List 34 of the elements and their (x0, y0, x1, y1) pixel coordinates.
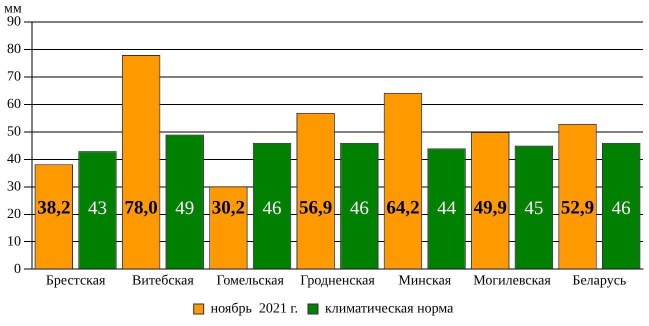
data-label: 78,0 (124, 198, 158, 219)
data-label: 45 (524, 198, 544, 219)
legend-label: климатическая норма (325, 302, 454, 317)
y-tick-label: 10 (7, 234, 21, 250)
y-axis-title: мм (4, 2, 22, 17)
x-tick-label: Могилевская (473, 273, 552, 288)
data-label: 43 (88, 198, 107, 219)
x-tick-label: Беларусь (572, 273, 626, 288)
x-tick-label: Брестская (46, 273, 106, 288)
y-tick-label: 60 (7, 97, 21, 112)
data-label: 46 (612, 198, 631, 219)
y-tick-label: 30 (7, 179, 21, 194)
y-tick-label: 50 (7, 124, 21, 140)
data-label: 30,2 (212, 198, 246, 219)
y-tick-label: 90 (7, 14, 21, 30)
x-tick-label: Гродненская (300, 273, 376, 288)
data-label: 46 (350, 198, 369, 219)
y-tick-label: 40 (7, 152, 21, 168)
data-label: 56,9 (299, 198, 332, 219)
y-tick-label: 80 (7, 42, 21, 58)
legend-label: ноябрь 2021 г. (210, 302, 298, 317)
x-tick-label: Гомельская (216, 273, 285, 288)
data-label: 44 (437, 198, 457, 219)
data-label: 49 (175, 198, 194, 219)
x-tick-label: Витебская (132, 273, 194, 288)
y-tick-label: 20 (7, 206, 21, 222)
y-tick-label: 0 (14, 262, 21, 277)
x-tick-label: Минская (398, 273, 452, 288)
data-label: 46 (262, 198, 282, 219)
data-label: 64,2 (386, 198, 420, 219)
data-label: 38,2 (37, 198, 70, 219)
y-tick-label: 70 (7, 70, 21, 85)
data-label: 52,9 (560, 198, 594, 219)
data-label: 49,9 (474, 198, 507, 219)
